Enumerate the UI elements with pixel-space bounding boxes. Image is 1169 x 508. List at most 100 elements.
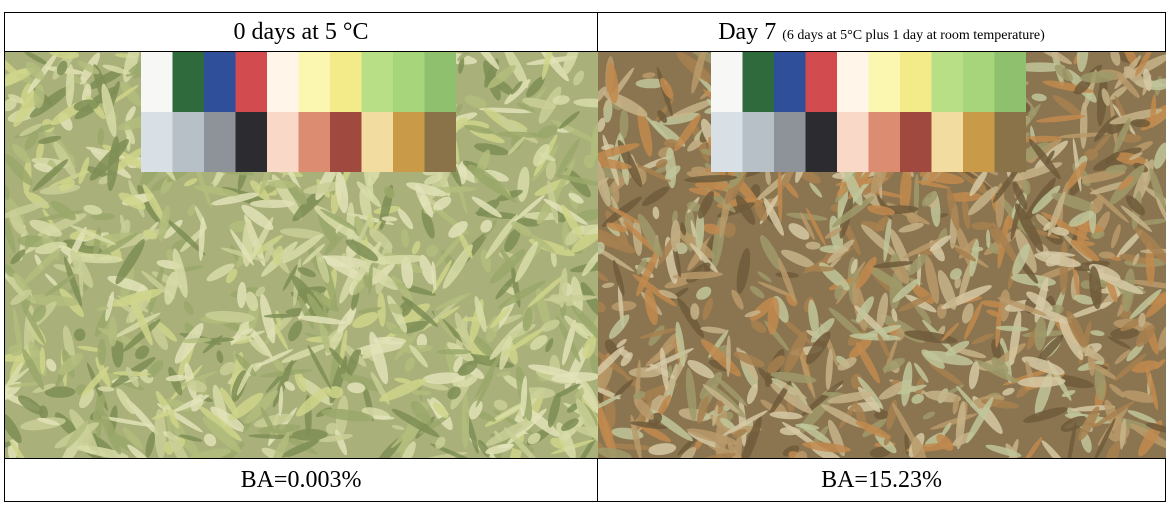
- shred: [598, 447, 632, 458]
- shred: [999, 289, 1011, 322]
- shred: [1134, 226, 1166, 267]
- shred: [495, 402, 527, 421]
- shred: [531, 144, 559, 181]
- shred: [923, 350, 974, 366]
- shred: [394, 377, 411, 384]
- shred: [1040, 251, 1076, 257]
- shred: [9, 210, 25, 235]
- shred: [508, 119, 528, 131]
- shred: [205, 310, 256, 323]
- shred: [969, 169, 988, 197]
- shred: [797, 169, 821, 184]
- shred: [810, 318, 835, 343]
- shred: [700, 339, 742, 377]
- shred: [364, 265, 399, 291]
- shred: [127, 444, 153, 458]
- shred: [899, 166, 912, 214]
- shred: [844, 170, 863, 206]
- shred: [642, 72, 656, 79]
- shred: [401, 228, 410, 248]
- shred: [1093, 133, 1111, 153]
- shred: [122, 427, 144, 450]
- shred: [249, 199, 295, 208]
- footer-text: BA=15.23%: [821, 466, 942, 493]
- shred: [316, 251, 330, 284]
- shred: [831, 196, 875, 228]
- shred: [297, 267, 316, 278]
- shred: [91, 213, 116, 221]
- shred: [608, 314, 630, 339]
- shred: [749, 285, 765, 299]
- shred: [1105, 164, 1128, 174]
- shred: [582, 380, 598, 414]
- shred: [1074, 294, 1095, 305]
- shred: [5, 441, 13, 448]
- shred: [369, 228, 393, 250]
- shred: [352, 312, 379, 329]
- color-patch: [774, 52, 806, 112]
- shred: [702, 223, 722, 235]
- header-cell: Day 7 (6 days at 5°C plus 1 day at room …: [597, 12, 1166, 52]
- shred: [850, 258, 858, 274]
- shred: [598, 386, 621, 400]
- shred: [570, 276, 583, 315]
- shred: [598, 143, 640, 160]
- shred: [527, 432, 541, 445]
- shred: [723, 222, 736, 238]
- shred: [433, 229, 468, 270]
- shred: [485, 214, 519, 259]
- shred: [210, 406, 246, 432]
- shred: [727, 442, 740, 458]
- shred: [522, 97, 556, 110]
- shred: [1014, 203, 1044, 252]
- shred: [537, 125, 558, 139]
- shred: [1135, 324, 1155, 348]
- shred: [385, 321, 412, 343]
- shred: [97, 386, 115, 392]
- shred: [801, 380, 844, 417]
- shred: [1034, 317, 1047, 351]
- header-row: 0 days at 5 °C Day 7 (6 days at 5°C plus…: [4, 12, 1166, 52]
- shred: [955, 348, 987, 359]
- shred: [69, 249, 94, 288]
- shred: [965, 397, 994, 444]
- shred: [282, 234, 323, 264]
- shred: [1065, 161, 1087, 190]
- color-patch: [742, 112, 774, 172]
- shred: [241, 204, 274, 231]
- shred: [911, 436, 927, 458]
- shred: [956, 385, 987, 421]
- color-patch: [424, 52, 456, 112]
- shred: [80, 366, 109, 398]
- shred: [777, 380, 807, 399]
- shred: [435, 292, 471, 311]
- shred: [986, 309, 1002, 318]
- shred: [867, 265, 906, 292]
- shred: [639, 423, 671, 443]
- shred: [112, 147, 145, 172]
- footer-text: BA=0.003%: [240, 466, 362, 493]
- color-patch: [235, 112, 267, 172]
- shred: [684, 175, 738, 183]
- color-patch: [837, 52, 869, 112]
- color-patch: [931, 112, 963, 172]
- shred: [313, 205, 358, 240]
- shred: [777, 166, 783, 223]
- shred: [130, 294, 153, 346]
- shred: [891, 308, 898, 322]
- shred: [308, 289, 340, 312]
- shred: [651, 120, 686, 147]
- shred: [825, 348, 833, 391]
- shred: [186, 448, 232, 458]
- shred: [995, 325, 1029, 332]
- shred: [12, 307, 23, 359]
- shred: [968, 186, 999, 216]
- shred: [1028, 52, 1072, 65]
- color-patch: [204, 112, 236, 172]
- shred: [102, 64, 131, 75]
- shred: [542, 52, 556, 80]
- shred: [1132, 253, 1140, 266]
- shred: [433, 196, 452, 211]
- shred: [319, 434, 354, 443]
- shred: [321, 255, 365, 281]
